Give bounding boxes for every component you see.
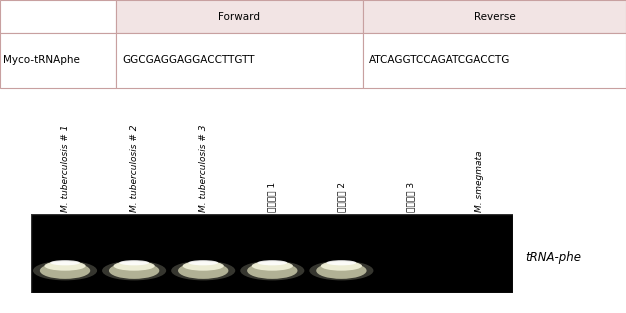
Ellipse shape [327,260,356,265]
Text: Myco-tRNAphe: Myco-tRNAphe [3,55,80,65]
Bar [0,33,116,88]
Ellipse shape [247,262,297,279]
Text: ATCAGGTCCAGATCGACCTG: ATCAGGTCCAGATCGACCTG [369,55,511,65]
Ellipse shape [44,261,86,271]
Text: tRNA-phe: tRNA-phe [525,251,581,264]
Ellipse shape [316,262,367,279]
Ellipse shape [257,260,287,265]
Bar [116,33,363,88]
Ellipse shape [183,261,224,271]
Ellipse shape [109,262,159,279]
Ellipse shape [188,260,218,265]
Text: 환자겁담 3: 환자겁담 3 [406,182,415,212]
Text: M. smegmata: M. smegmata [475,150,484,212]
Ellipse shape [50,260,80,265]
Ellipse shape [171,261,235,280]
Bar [0,0,116,33]
Ellipse shape [40,262,90,279]
Ellipse shape [102,261,166,280]
Text: M. tuberculosis # 3: M. tuberculosis # 3 [198,124,208,212]
Text: Forward: Forward [218,12,260,22]
Bar [363,0,626,33]
Ellipse shape [309,261,374,280]
Ellipse shape [33,261,97,280]
Bar [363,33,626,88]
Ellipse shape [178,262,228,279]
Text: 환자겁담 1: 환자겁담 1 [268,182,277,212]
Ellipse shape [113,261,155,271]
Ellipse shape [252,261,293,271]
Text: M. tuberculosis # 2: M. tuberculosis # 2 [130,124,138,212]
Text: Reverse: Reverse [474,12,515,22]
Ellipse shape [321,261,362,271]
Text: GGCGAGGAGGACCTTGTT: GGCGAGGAGGACCTTGTT [122,55,255,65]
Ellipse shape [119,260,149,265]
Bar [116,0,363,33]
Ellipse shape [240,261,304,280]
Text: 환자겁담 2: 환자겁담 2 [337,182,346,212]
Text: M. tuberculosis # 1: M. tuberculosis # 1 [61,124,69,212]
